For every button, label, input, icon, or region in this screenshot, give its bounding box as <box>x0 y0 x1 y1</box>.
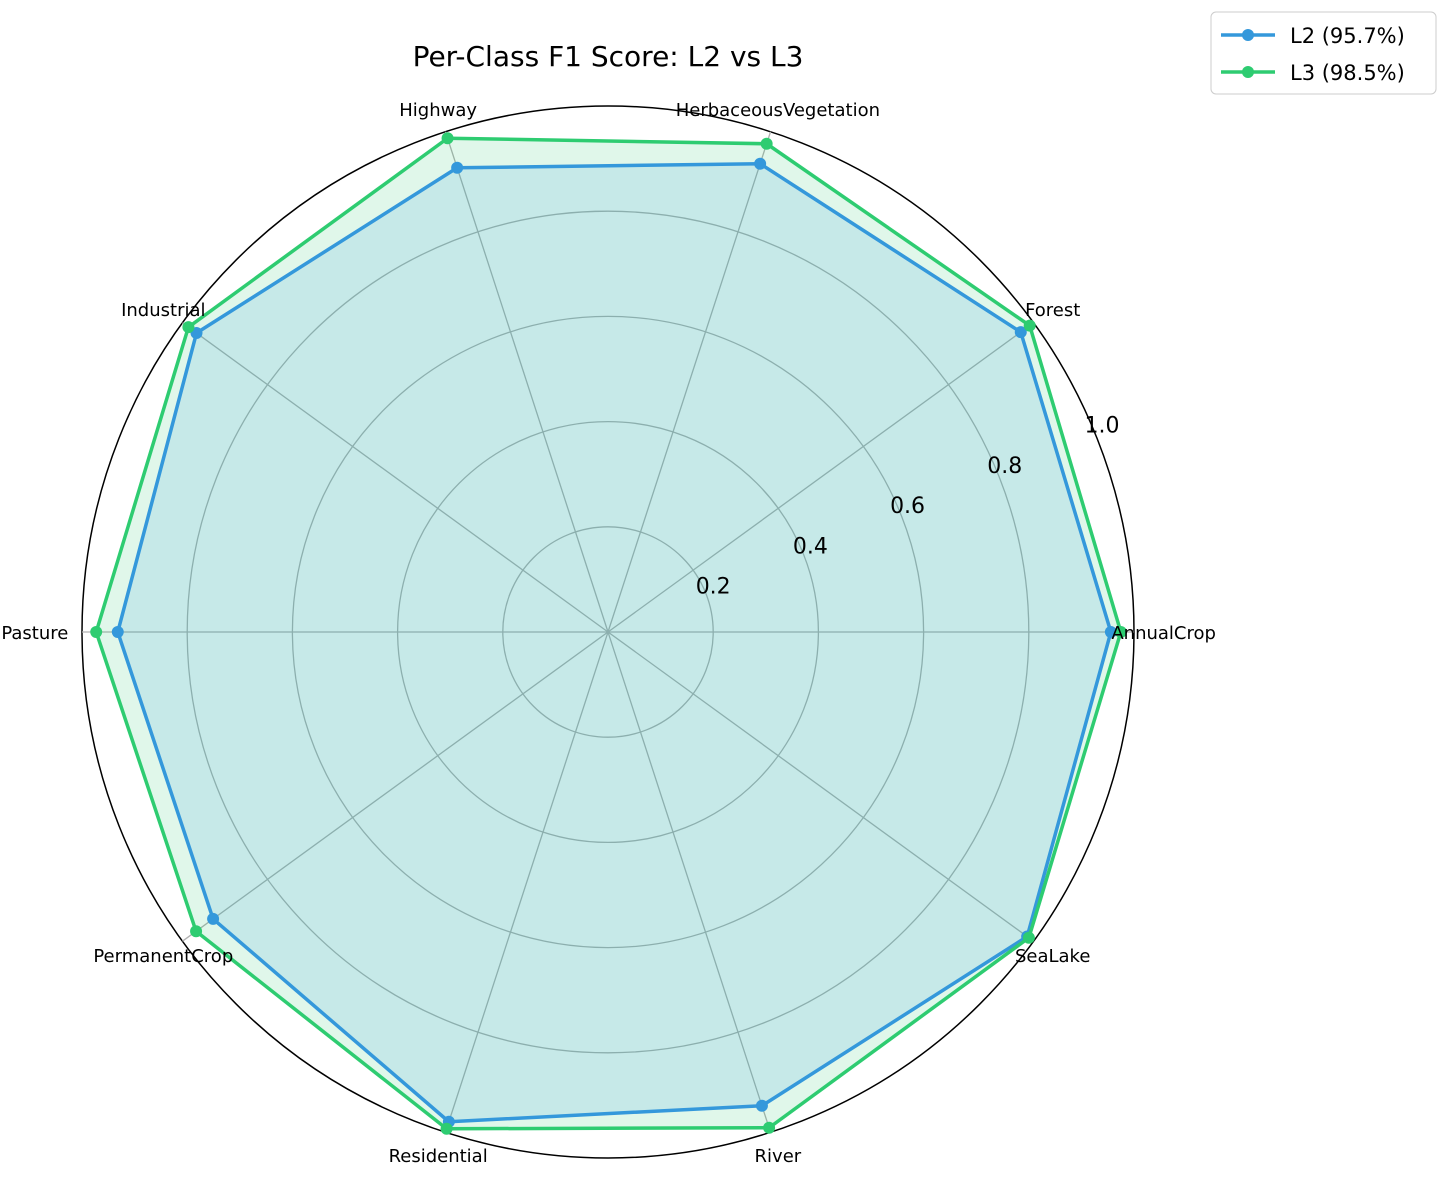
data-point <box>190 925 203 938</box>
legend: L2 (95.7%) L3 (98.5%) <box>1210 11 1437 95</box>
grid-spoke <box>444 131 609 633</box>
data-point <box>754 157 767 170</box>
series-fill-0 <box>117 163 1111 1122</box>
data-point <box>440 1122 453 1135</box>
data-point <box>90 626 103 638</box>
category-label: Forest <box>1025 300 1080 321</box>
category-label: Residential <box>389 1146 488 1167</box>
radial-tick-label: 0.4 <box>793 534 828 559</box>
legend-marker-l2 <box>1242 29 1254 41</box>
legend-label-l2: L2 (95.7%) <box>1290 24 1405 48</box>
category-label: HerbaceousVegetation <box>676 100 880 121</box>
grid-spoke <box>182 631 609 942</box>
data-point <box>1023 319 1036 332</box>
category-label: PermanentCrop <box>93 946 233 967</box>
data-point <box>755 1099 768 1112</box>
category-label: Pasture <box>1 623 68 644</box>
category-label: Highway <box>399 100 477 121</box>
data-point <box>451 161 464 174</box>
data-point <box>763 1121 776 1134</box>
grid-spoke <box>444 631 609 1133</box>
category-label: Industrial <box>121 300 205 321</box>
category-label: River <box>755 1146 802 1167</box>
legend-label-l3: L3 (98.5%) <box>1290 61 1405 85</box>
data-point <box>111 626 124 638</box>
data-point <box>207 912 220 925</box>
legend-marker-l3 <box>1242 66 1254 78</box>
grid <box>81 105 1135 1159</box>
radial-tick-label: 0.6 <box>890 494 925 519</box>
radial-tick-label: 0.2 <box>696 575 731 600</box>
category-label: AnnualCrop <box>1111 623 1216 644</box>
data-point <box>1114 626 1127 638</box>
category-labels: AnnualCrop Forest HerbaceousVegetation High… <box>1 100 1216 1167</box>
series-fill-1 <box>96 138 1121 1129</box>
data-point <box>1014 326 1027 339</box>
data-point <box>1104 626 1117 638</box>
data-point <box>182 321 195 334</box>
grid-spoke <box>182 322 609 633</box>
radial-tick-labels: 0.2 0.4 0.6 0.8 1.0 <box>696 414 1120 600</box>
radial-tick-label: 0.8 <box>987 454 1022 479</box>
series-layer <box>90 132 1127 1135</box>
grid-spoke <box>607 631 772 1133</box>
grid-spoke <box>607 131 772 633</box>
chart-title: Per-Class F1 Score: L2 vs L3 <box>413 40 804 73</box>
data-point <box>1022 931 1035 944</box>
radial-tick-label: 1.0 <box>1084 414 1119 439</box>
category-label: SeaLake <box>1015 946 1090 967</box>
grid-spoke <box>607 322 1034 633</box>
data-point <box>760 137 773 150</box>
data-point <box>441 132 454 145</box>
grid-spoke <box>607 631 1034 942</box>
